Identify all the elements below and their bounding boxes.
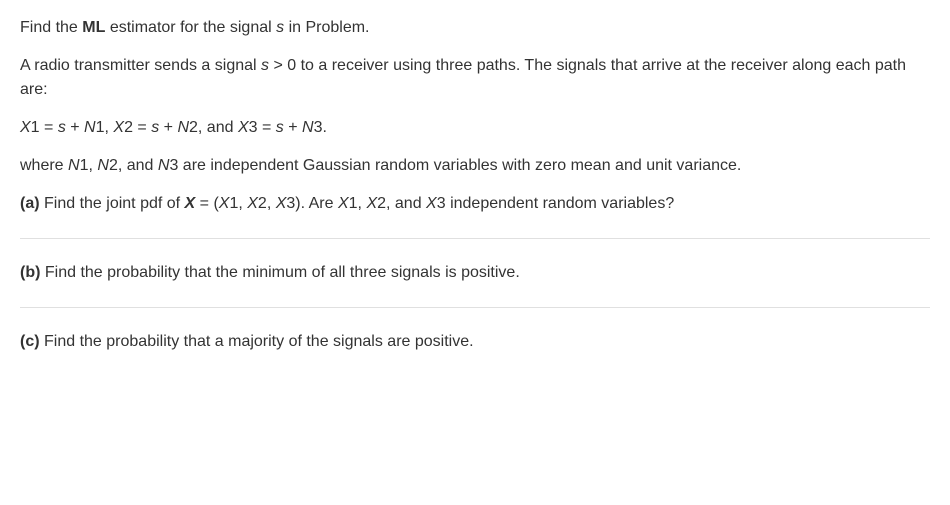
part-a-ax2: X <box>366 195 377 212</box>
intro-line: Find the ML estimator for the signal s i… <box>20 16 930 40</box>
part-a-ax3-num: 3 independent random variables? <box>437 195 675 212</box>
eq-x3: X <box>238 119 249 136</box>
where-pre: where <box>20 157 68 174</box>
eq-x1: X <box>20 119 31 136</box>
eq-plus2: + <box>159 119 177 136</box>
where-n1: N <box>68 157 80 174</box>
where-n3-num: 3 are independent Gaussian random variab… <box>169 157 741 174</box>
part-b-label: (b) <box>20 264 40 281</box>
part-a-x1: X <box>219 195 230 212</box>
where-line: where N1, N2, and N3 are independent Gau… <box>20 154 930 178</box>
part-a: (a) Find the joint pdf of X = (X1, X2, X… <box>20 192 930 216</box>
part-a-pre: Find the joint pdf of <box>40 195 185 212</box>
intro-pre: Find the <box>20 19 82 36</box>
eq-n2-num: 2, and <box>189 119 238 136</box>
eq-s3: s <box>276 119 284 136</box>
part-a-boldx: X <box>185 195 196 212</box>
part-a-x2-num: 2, <box>258 195 276 212</box>
equations-line: X1 = s + N1, X2 = s + N2, and X3 = s + N… <box>20 116 930 140</box>
where-n2: N <box>97 157 109 174</box>
part-b: (b) Find the probability that the minimu… <box>20 261 930 285</box>
eq-x2: X <box>113 119 124 136</box>
part-a-x3-num: 3). Are <box>286 195 338 212</box>
part-a-ax1-num: 1, <box>349 195 367 212</box>
eq-x3-num: 3 = <box>249 119 276 136</box>
part-a-ax1: X <box>338 195 349 212</box>
eq-s1: s <box>58 119 66 136</box>
separator <box>20 238 930 239</box>
part-c-text: Find the probability that a majority of … <box>40 333 474 350</box>
intro-post: in Problem. <box>284 19 369 36</box>
eq-x2-num: 2 = <box>124 119 151 136</box>
part-a-ax3: X <box>426 195 437 212</box>
part-a-x1-num: 1, <box>229 195 247 212</box>
intro-mid: estimator for the signal <box>105 19 276 36</box>
intro-ml: ML <box>82 19 105 36</box>
part-a-label: (a) <box>20 195 40 212</box>
part-a-ax2-num: 2, and <box>377 195 426 212</box>
intro-s: s <box>276 19 284 36</box>
where-n1-num: 1, <box>80 157 98 174</box>
part-c-label: (c) <box>20 333 40 350</box>
part-c: (c) Find the probability that a majority… <box>20 330 930 354</box>
eq-plus3: + <box>284 119 302 136</box>
part-a-x3: X <box>276 195 287 212</box>
eq-n1-num: 1, <box>96 119 114 136</box>
eq-n3-num: 3. <box>314 119 327 136</box>
desc-s: s <box>261 57 269 74</box>
eq-plus1: + <box>66 119 84 136</box>
eq-n2: N <box>177 119 189 136</box>
eq-n3: N <box>302 119 314 136</box>
part-a-x2: X <box>247 195 258 212</box>
where-n2-num: 2, and <box>109 157 158 174</box>
eq-x1-num: 1 = <box>31 119 58 136</box>
separator <box>20 307 930 308</box>
description-line: A radio transmitter sends a signal s > 0… <box>20 54 930 102</box>
part-a-eq: = ( <box>195 195 219 212</box>
where-n3: N <box>158 157 170 174</box>
part-b-text: Find the probability that the minimum of… <box>40 264 519 281</box>
desc-pre: A radio transmitter sends a signal <box>20 57 261 74</box>
eq-n1: N <box>84 119 96 136</box>
